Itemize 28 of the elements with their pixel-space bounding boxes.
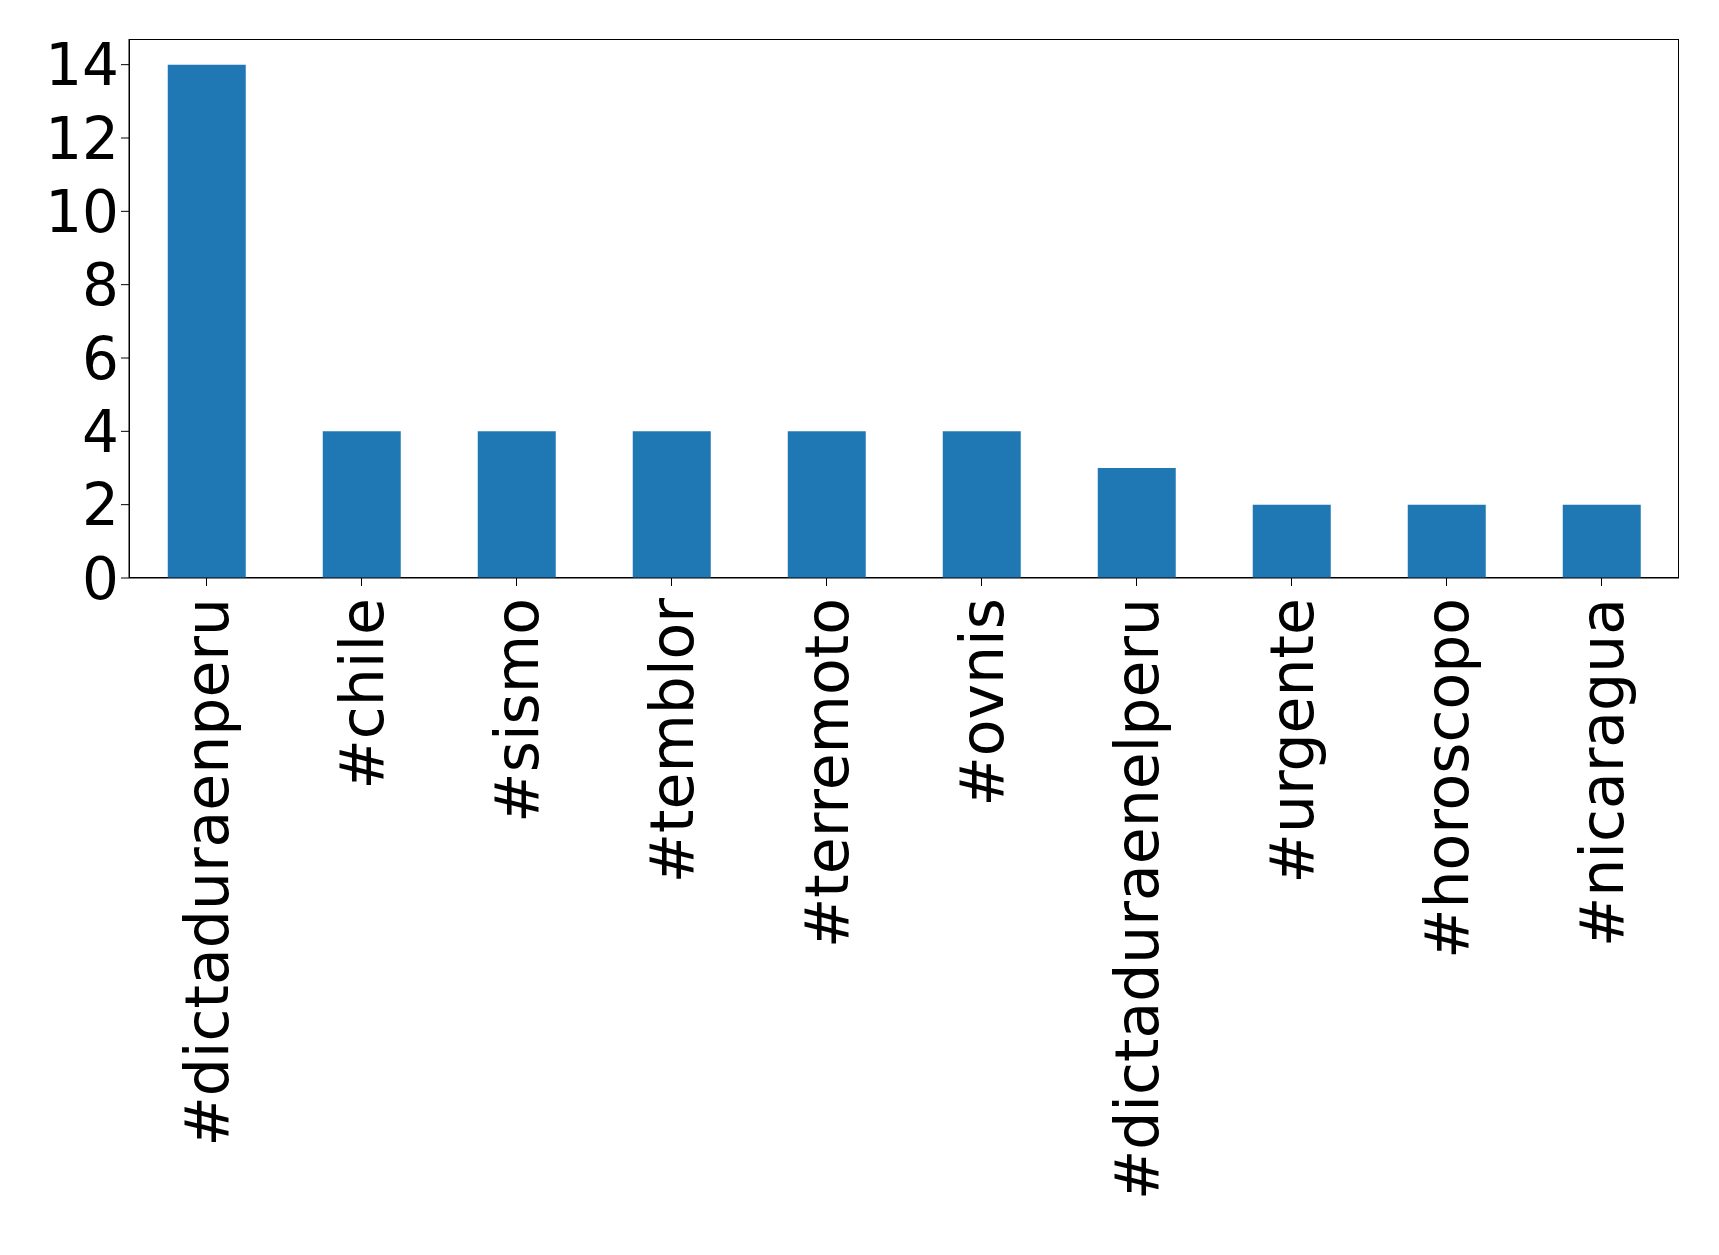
y-tick-label: 2 <box>82 471 119 540</box>
y-tick-label: 0 <box>82 544 119 613</box>
bar <box>632 431 711 578</box>
bar <box>787 431 866 578</box>
y-tick-label: 12 <box>45 104 119 173</box>
x-tick-label: #terremoto <box>791 598 862 948</box>
x-tick-label: #ovnis <box>946 598 1017 807</box>
x-tick-label: #temblor <box>636 597 707 884</box>
bar <box>1252 504 1331 578</box>
x-tick-label: #dictaduraenelperu <box>1101 598 1172 1201</box>
bar <box>1562 504 1641 578</box>
bar <box>322 431 401 578</box>
bar <box>1407 504 1486 578</box>
y-tick-label: 8 <box>82 251 119 320</box>
bar <box>167 64 246 578</box>
bar <box>477 431 556 578</box>
x-tick-label: #sismo <box>481 598 552 823</box>
y-tick-label: 10 <box>45 177 119 246</box>
y-tick-label: 14 <box>45 31 119 100</box>
x-tick-label: #urgente <box>1256 598 1327 884</box>
bar <box>942 431 1021 578</box>
x-tick-label: #nicaragua <box>1566 598 1637 948</box>
x-tick-label: #dictaduraenperu <box>171 598 242 1147</box>
bar <box>1097 468 1176 578</box>
y-tick-label: 4 <box>82 397 119 466</box>
y-tick-label: 6 <box>82 324 119 393</box>
x-tick-label: #chile <box>326 598 397 790</box>
x-tick-label: #horoscopo <box>1411 598 1482 959</box>
